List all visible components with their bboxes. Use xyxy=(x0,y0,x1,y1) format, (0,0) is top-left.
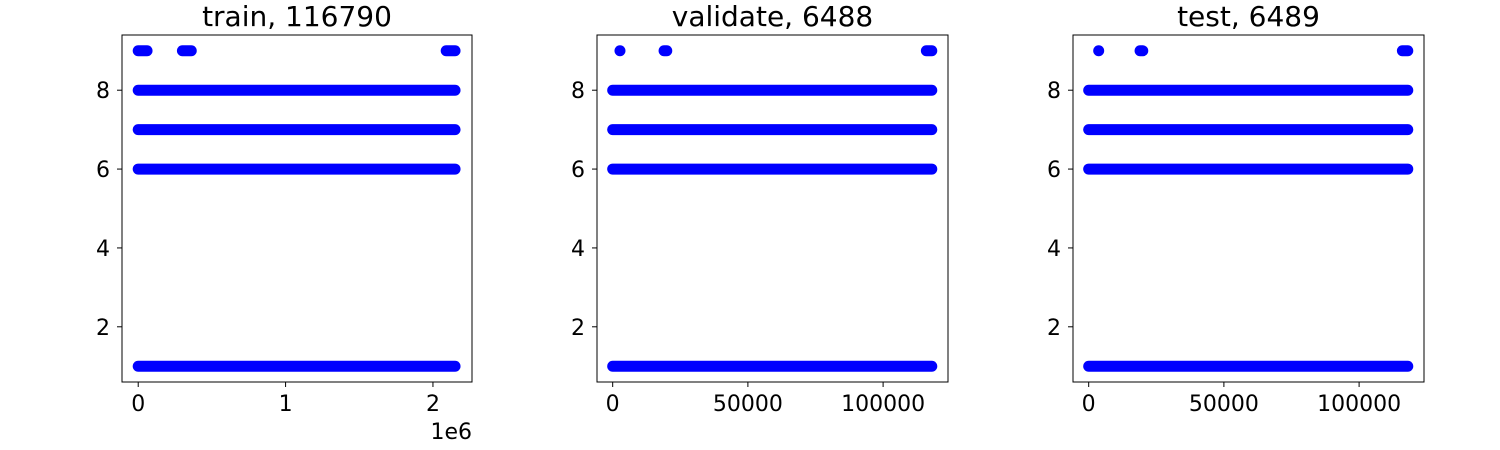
x-axis: 0 1 2 1e6 xyxy=(131,382,472,445)
x-axis: 0 50000 100000 xyxy=(1082,382,1401,417)
y-axis: 2 4 6 8 xyxy=(1047,79,1073,341)
y-axis: 2 4 6 8 xyxy=(571,79,597,341)
subplot-2: 0 50000 100000 2 4 6 8 validate, 6488 xyxy=(571,0,949,417)
x-tick-label: 100000 xyxy=(841,392,925,417)
y-tick-label: 6 xyxy=(96,158,110,183)
scatter-series xyxy=(607,45,938,372)
y-tick-label: 8 xyxy=(1047,79,1061,104)
y-tick-label: 2 xyxy=(96,316,110,341)
y-axis: 2 4 6 8 xyxy=(96,79,122,341)
x-tick-label: 2 xyxy=(426,392,440,417)
subplot-grid: 0 1 2 1e6 2 4 6 8 train, 116790 0 50000 100000 2 4 6 8 v… xyxy=(96,0,1425,445)
chart-title: validate, 6488 xyxy=(672,0,873,33)
scatter-series xyxy=(132,45,461,372)
x-tick-label: 0 xyxy=(606,392,620,417)
y-tick-label: 4 xyxy=(96,237,110,262)
scatter-point xyxy=(1093,45,1105,57)
y-tick-label: 6 xyxy=(1047,158,1061,183)
x-tick-label: 0 xyxy=(1082,392,1096,417)
axes-frame xyxy=(121,34,473,383)
x-tick-label: 50000 xyxy=(713,392,783,417)
subplot-1: 0 1 2 1e6 2 4 6 8 train, 116790 xyxy=(96,0,473,445)
chart-title: train, 116790 xyxy=(202,0,392,33)
y-tick-label: 8 xyxy=(571,79,585,104)
chart-title: test, 6489 xyxy=(1177,0,1320,33)
x-tick-label: 50000 xyxy=(1189,392,1259,417)
axes-frame xyxy=(1072,34,1425,383)
scatter-point xyxy=(614,45,626,57)
subplot-3: 0 50000 100000 2 4 6 8 test, 6489 xyxy=(1047,0,1425,417)
scatter-series xyxy=(1083,45,1414,372)
x-offset-label: 1e6 xyxy=(430,420,472,445)
y-tick-label: 2 xyxy=(571,316,585,341)
x-tick-label: 100000 xyxy=(1317,392,1401,417)
y-tick-label: 4 xyxy=(1047,237,1061,262)
x-axis: 0 50000 100000 xyxy=(606,382,925,417)
axes-frame xyxy=(596,34,949,383)
y-tick-label: 6 xyxy=(571,158,585,183)
x-tick-label: 0 xyxy=(131,392,145,417)
x-tick-label: 1 xyxy=(279,392,293,417)
y-tick-label: 8 xyxy=(96,79,110,104)
y-tick-label: 4 xyxy=(571,237,585,262)
y-tick-label: 2 xyxy=(1047,316,1061,341)
